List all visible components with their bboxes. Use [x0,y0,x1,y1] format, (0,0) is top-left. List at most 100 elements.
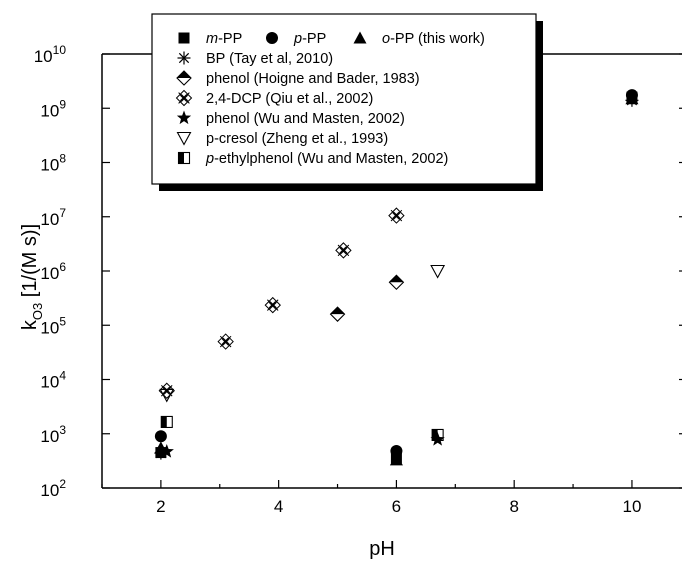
legend-label: p-ethylphenol (Wu and Masten, 2002) [205,151,448,167]
y-tick-label: 105 [40,314,66,337]
y-tick-label: 109 [40,97,66,120]
crossed-diamond-stroke [392,212,400,220]
legend-label: phenol (Hoigne and Bader, 1983) [206,71,420,87]
y-axis-title-subscript: O3 [30,303,45,320]
crossed-diamond-stroke [178,92,190,104]
y-tick-label: 1010 [34,43,67,66]
crossed-diamond-stroke [268,301,276,309]
half-diamond-outline [329,306,346,322]
circle-marker [390,445,403,458]
star-marker [159,444,174,458]
legend-marker [177,151,191,165]
legend-label-part: -ethylphenol (Wu and Masten, 2002) [214,151,448,167]
y-tick-base: 10 [34,47,53,66]
x-tick-label: 10 [622,497,641,516]
crossed-diamond-stroke [392,211,400,219]
half-square-fill [178,152,184,164]
crossed-diamond-stroke [269,302,277,310]
y-axis-title: kO3 [1/(M s)] [19,224,45,330]
legend-label-part: p [205,151,214,167]
crossed-diamond-stroke [221,337,229,345]
crossed-diamond-stroke [337,244,350,257]
legend-label-part: p [293,31,302,47]
crossed-diamond-stroke [181,93,189,101]
crossed-diamond-stroke [221,338,229,346]
crossed-diamond-stroke [267,299,279,311]
x-axis-title: pH [369,538,395,560]
y-tick-exponent: 4 [59,369,66,383]
asterisk-stroke [626,95,638,106]
y-tick-base: 10 [40,481,59,500]
half-square-outline [160,415,173,429]
series-5-points [158,207,405,399]
triangle-marker [389,453,403,466]
crossed-diamond-outline [175,89,193,107]
crossed-diamond-stroke [219,335,232,348]
legend-marker [175,89,193,107]
y-tick-exponent: 8 [59,152,66,166]
y-tick-label: 102 [40,477,66,500]
crossed-diamond-stroke [393,212,401,220]
crossed-diamond-stroke [222,337,230,345]
data-point [154,430,167,443]
y-tick-base: 10 [40,264,59,283]
legend-label: phenol (Wu and Masten, 2002) [206,111,405,127]
series-3-points [154,93,639,460]
y-tick-base: 10 [40,318,59,337]
y-tick-exponent: 6 [59,260,66,274]
crossed-diamond-stroke [181,95,189,103]
legend: m-PP p-PP o-PP (this work)BP (Tay et al, 2… [151,13,543,191]
legend-marker [353,31,367,44]
series-4-points [329,274,405,322]
crossed-diamond-stroke [339,246,347,254]
legend-label: BP (Tay et al, 2010) [206,51,333,67]
x-tick-label: 2 [156,497,165,516]
legend-marker [177,51,191,65]
data-point [431,428,444,442]
half-square-fill [161,416,167,428]
half-diamond-fill [330,307,345,315]
y-axis-title-main: k [19,319,41,330]
legend-label-part: -PP [302,31,326,47]
legend-label-part: -PP (this work) [390,31,485,47]
data-point [329,306,346,322]
data-point [159,388,175,403]
y-tick-exponent: 10 [53,43,67,57]
data-point [390,445,403,458]
triangle-marker [353,31,367,44]
data-point [625,93,639,107]
crossed-diamond-stroke [179,93,187,101]
half-diamond-outline [388,274,405,291]
crossed-diamond-stroke [390,209,403,222]
y-tick-label: 108 [40,152,66,175]
data-point [430,264,446,279]
circle-marker [266,32,278,44]
crossed-diamond-stroke [179,95,187,103]
y-tick-label: 103 [40,423,66,446]
legend-label: 2,4-DCP (Qiu et al., 2002) [206,91,373,107]
square-marker [178,32,190,44]
crossed-diamond-stroke [163,386,171,394]
crossed-diamond-stroke [340,247,348,255]
star-marker [430,432,445,446]
half-diamond-fill [389,275,404,283]
asterisk-stroke [178,52,190,64]
legend-box [151,13,537,185]
legend-label-part: -PP [218,31,242,47]
half-diamond-fill [177,71,191,78]
data-point [264,296,281,314]
star-marker [176,110,192,125]
legend-label-part: p-cresol (Zheng et al., 1993) [206,131,388,147]
crossed-diamond-stroke [222,338,230,346]
series-6-points [159,432,445,458]
half-square-fill [432,429,438,441]
crossed-diamond-stroke [269,301,277,309]
data-point [430,432,445,446]
data-point [388,207,405,224]
legend-label-part: m [206,31,218,47]
y-tick-base: 10 [40,156,59,175]
y-tick-base: 10 [40,101,59,120]
y-tick-label: 106 [40,260,66,283]
legend-label-part: phenol (Wu and Masten, 2002) [206,111,405,127]
